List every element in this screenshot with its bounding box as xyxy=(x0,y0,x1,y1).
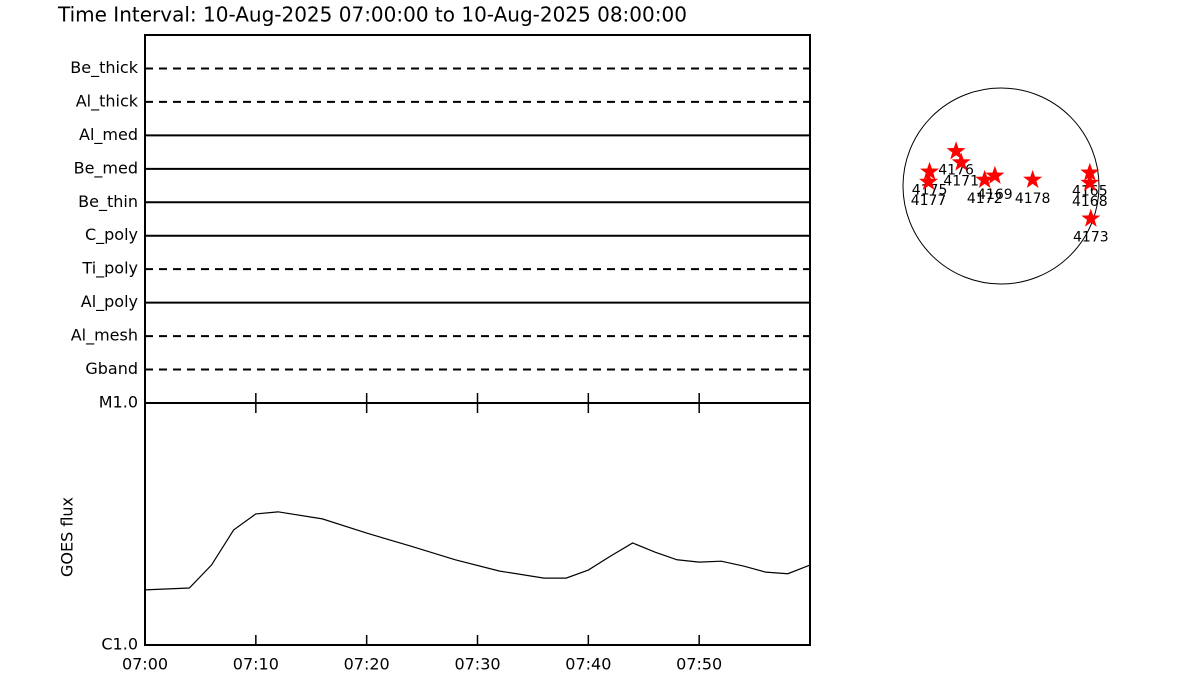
x-tick-label: 07:10 xyxy=(233,655,279,674)
goes-flux-line xyxy=(144,511,811,591)
y-tick-label: C1.0 xyxy=(101,635,138,654)
y-tick-label: M1.0 xyxy=(99,393,138,412)
active-region-star xyxy=(920,161,940,180)
filter-label: Al_med xyxy=(79,125,138,145)
active-region-star xyxy=(919,171,939,191)
filter-label: Al_thick xyxy=(76,91,139,111)
filter-label: Be_med xyxy=(74,158,138,178)
filter-label: Ti_poly xyxy=(81,259,138,279)
active-region-label: 4173 xyxy=(1073,230,1109,246)
filter-label: Be_thin xyxy=(78,192,138,212)
active-region-label: 4169 xyxy=(977,187,1013,203)
x-tick-label: 07:40 xyxy=(565,655,611,674)
x-tick-label: 07:50 xyxy=(676,655,722,674)
active-region-label: 4165 xyxy=(1072,184,1108,200)
active-region-star xyxy=(975,169,995,188)
active-region-label: 4177 xyxy=(911,193,947,209)
title: Time Interval: 10-Aug-2025 07:00:00 to 1… xyxy=(57,3,687,27)
active-region-star xyxy=(1080,172,1100,192)
filter-label: Al_poly xyxy=(81,292,138,312)
y-axis-label: GOES flux xyxy=(58,497,77,577)
active-region-star xyxy=(951,152,971,171)
active-region-label: 4168 xyxy=(1072,194,1108,210)
x-tick-label: 07:20 xyxy=(344,655,390,674)
active-region-label: 4175 xyxy=(912,183,948,199)
x-tick-label: 07:30 xyxy=(454,655,500,674)
active-region-star xyxy=(985,165,1005,184)
filter-label: Gband xyxy=(85,359,138,378)
active-region-star xyxy=(1081,208,1101,227)
x-tick-label: 07:00 xyxy=(122,655,168,674)
goes-panel-frame xyxy=(144,402,811,646)
active-region-label: 4178 xyxy=(1015,191,1051,207)
filter-label: C_poly xyxy=(85,225,138,245)
filter-label: Al_mesh xyxy=(71,326,138,346)
active-region-label: 4172 xyxy=(967,191,1003,207)
solar-disk xyxy=(902,87,1100,285)
active-region-label: 4171 xyxy=(943,174,979,190)
filter-label: Be_thick xyxy=(70,58,138,78)
active-region-star xyxy=(946,141,966,160)
filter-panel-frame xyxy=(144,34,811,404)
active-region-star xyxy=(1023,169,1043,188)
active-region-star xyxy=(1080,162,1100,181)
